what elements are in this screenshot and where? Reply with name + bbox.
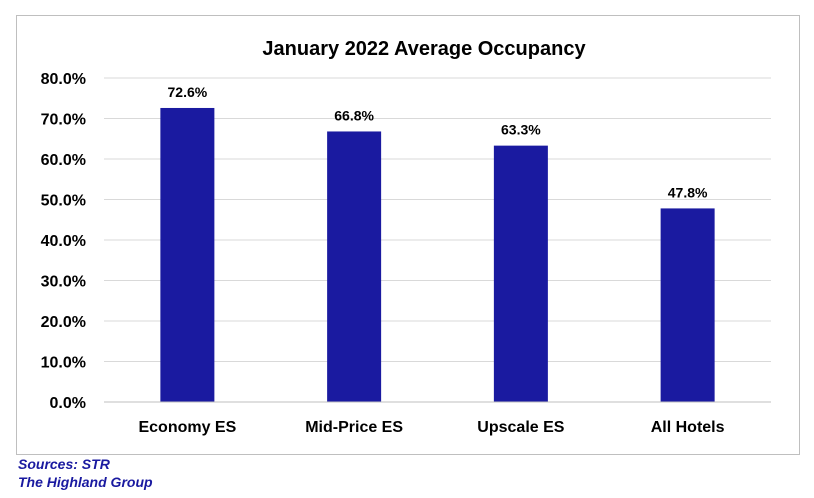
x-tick-label: Economy ES	[138, 419, 236, 436]
x-tick-label: Mid-Price ES	[305, 419, 403, 436]
x-tick-label: All Hotels	[651, 419, 725, 436]
source-line-2: The Highland Group	[18, 474, 153, 490]
bar	[160, 107, 215, 402]
y-tick-label: 40.0%	[41, 233, 86, 250]
bar	[493, 145, 548, 402]
data-label: 66.8%	[334, 107, 374, 123]
y-tick-label: 20.0%	[41, 314, 86, 331]
y-tick-label: 0.0%	[50, 395, 86, 412]
y-tick-label: 70.0%	[41, 112, 86, 129]
data-label: 63.3%	[501, 122, 541, 138]
data-labels: 72.6% 66.8% 63.3% 47.8%	[168, 84, 708, 200]
bar	[327, 131, 382, 402]
y-tick-label: 30.0%	[41, 274, 86, 291]
source-line-1: Sources: STR	[18, 456, 110, 472]
chart-frame: January 2022 Average Occupancy 72.6% 66.8…	[16, 15, 800, 455]
axes: 0.0% 10.0% 20.0% 30.0% 40.0% 50.0% 60.0% 70.0% 8…	[41, 71, 771, 436]
y-tick-label: 60.0%	[41, 152, 86, 169]
bars	[160, 107, 715, 402]
y-tick-label: 80.0%	[41, 71, 86, 88]
bar	[660, 208, 715, 402]
chart-title: January 2022 Average Occupancy	[262, 38, 586, 60]
y-tick-label: 10.0%	[41, 355, 86, 372]
gridlines	[104, 77, 771, 362]
y-tick-label: 50.0%	[41, 193, 86, 210]
bar-chart: January 2022 Average Occupancy 72.6% 66.8…	[41, 38, 771, 436]
data-label: 72.6%	[168, 84, 208, 100]
data-label: 47.8%	[668, 184, 708, 200]
x-tick-label: Upscale ES	[477, 419, 564, 436]
